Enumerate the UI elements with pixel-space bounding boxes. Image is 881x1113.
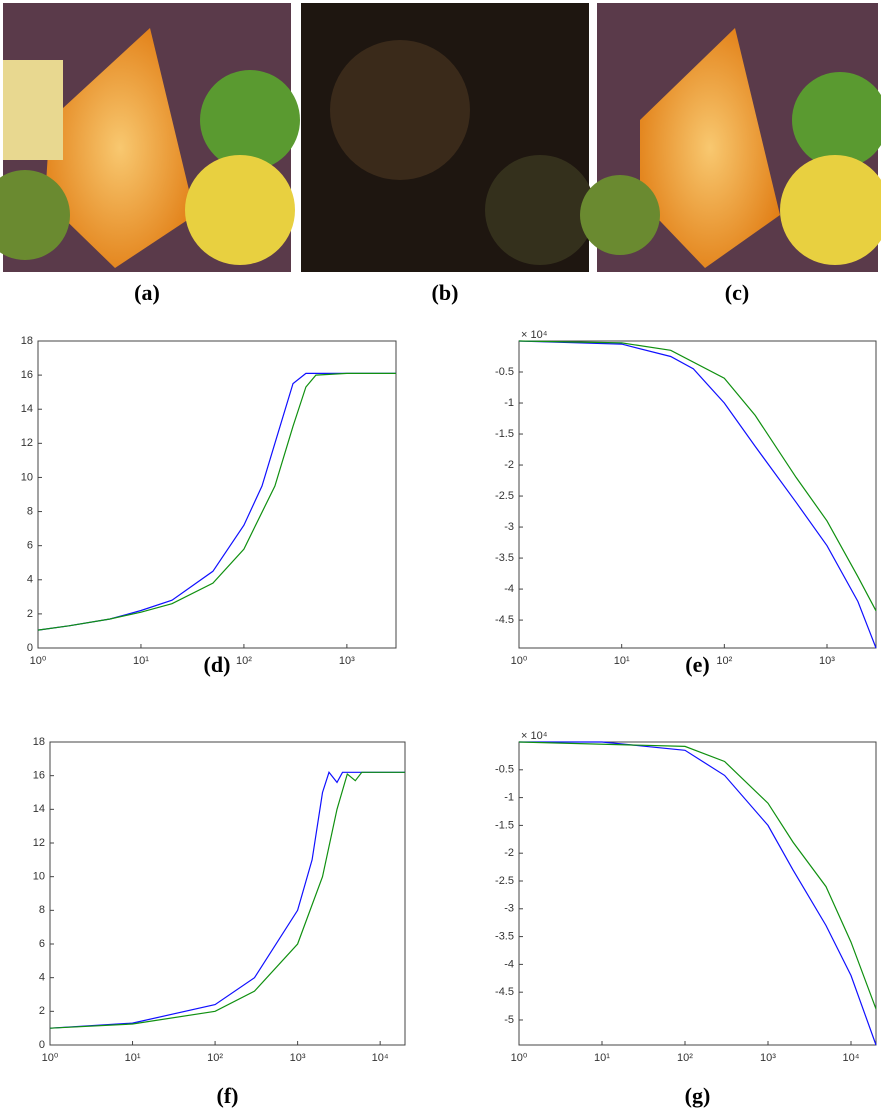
x-tick-label: 10¹ bbox=[614, 655, 630, 667]
y-tick-label: 2 bbox=[39, 1005, 45, 1017]
x-tick-label: 10⁰ bbox=[42, 1052, 59, 1064]
y-tick-label: 0 bbox=[27, 642, 33, 654]
series-line bbox=[37, 372, 396, 631]
y-tick-label: 12 bbox=[21, 437, 33, 449]
image-a bbox=[0, 3, 300, 272]
x-tick-label: 10³ bbox=[819, 655, 835, 667]
image-b bbox=[301, 3, 595, 272]
y-tick-label: 14 bbox=[21, 403, 33, 415]
caption: (a) bbox=[134, 280, 160, 305]
y-tick-label: 8 bbox=[27, 505, 33, 517]
y-tick-label: -4.5 bbox=[495, 986, 514, 998]
y-tick-label: 14 bbox=[33, 803, 45, 815]
x-tick-label: 10² bbox=[677, 1052, 693, 1064]
y-tick-label: 8 bbox=[39, 904, 45, 916]
caption: (c) bbox=[725, 280, 749, 305]
y-tick-label: -0.5 bbox=[495, 764, 514, 776]
y-tick-label: 10 bbox=[21, 471, 33, 483]
y-tick-label: -1 bbox=[504, 397, 514, 409]
caption: (g) bbox=[685, 1083, 711, 1108]
series-line bbox=[518, 340, 877, 612]
y-tick-label: 6 bbox=[27, 540, 33, 552]
y-tick-label: -1.5 bbox=[495, 428, 514, 440]
series-line bbox=[49, 771, 405, 1029]
y-tick-label: 4 bbox=[39, 972, 45, 984]
x-tick-label: 10¹ bbox=[133, 655, 149, 667]
x-tick-label: 10¹ bbox=[594, 1052, 610, 1064]
y-tick-label: 18 bbox=[21, 335, 33, 347]
y-tick-label: 18 bbox=[33, 736, 45, 748]
x-tick-label: 10⁰ bbox=[511, 655, 528, 667]
y-tick-label: 4 bbox=[27, 574, 33, 586]
y-tick-label: 12 bbox=[33, 837, 45, 849]
x-tick-label: 10³ bbox=[290, 1052, 306, 1064]
caption: (d) bbox=[204, 652, 231, 677]
plot-frame bbox=[518, 741, 877, 1046]
x-tick-label: 10⁴ bbox=[372, 1052, 389, 1064]
y-tick-label: -4 bbox=[504, 583, 514, 595]
y-tick-label: -2 bbox=[504, 459, 514, 471]
x-tick-label: 10⁰ bbox=[511, 1052, 528, 1064]
y-tick-label: -3 bbox=[504, 903, 514, 915]
y-tick-label: -1.5 bbox=[495, 819, 514, 831]
caption: (b) bbox=[432, 280, 459, 305]
x-tick-label: 10³ bbox=[760, 1052, 776, 1064]
x-tick-label: 10³ bbox=[339, 655, 355, 667]
y-tick-label: -1 bbox=[504, 792, 514, 804]
x-tick-label: 10¹ bbox=[125, 1052, 141, 1064]
y-tick-label: 0 bbox=[39, 1039, 45, 1051]
y-tick-label: -2.5 bbox=[495, 875, 514, 887]
y-tick-label: -4.5 bbox=[495, 614, 514, 626]
x-tick-label: 10⁰ bbox=[30, 655, 47, 667]
y-tick-label: -3 bbox=[504, 521, 514, 533]
y-tick-label: -2 bbox=[504, 847, 514, 859]
y-tick-label: -5 bbox=[504, 1014, 514, 1026]
y-tick-label: 10 bbox=[33, 871, 45, 883]
caption: (f) bbox=[217, 1083, 239, 1108]
x-tick-label: 10² bbox=[207, 1052, 223, 1064]
series-line bbox=[49, 771, 405, 1029]
y-tick-label: 6 bbox=[39, 938, 45, 950]
axis-multiplier: × 10⁴ bbox=[521, 329, 548, 341]
y-tick-label: 2 bbox=[27, 608, 33, 620]
y-tick-label: -3.5 bbox=[495, 930, 514, 942]
y-tick-label: -3.5 bbox=[495, 552, 514, 564]
x-tick-label: 10² bbox=[236, 655, 252, 667]
y-tick-label: 16 bbox=[21, 369, 33, 381]
plot-frame bbox=[37, 340, 397, 649]
series-line bbox=[518, 340, 877, 649]
caption: (e) bbox=[685, 652, 709, 677]
x-tick-label: 10⁴ bbox=[843, 1052, 860, 1064]
series-line bbox=[37, 372, 396, 631]
series-line bbox=[518, 741, 877, 1010]
plot-frame bbox=[518, 340, 877, 649]
plot-frame bbox=[49, 741, 406, 1046]
y-tick-label: -4 bbox=[504, 958, 514, 970]
series-line bbox=[519, 741, 877, 1046]
y-tick-label: -0.5 bbox=[495, 366, 514, 378]
axis-multiplier: × 10⁴ bbox=[521, 730, 548, 742]
y-tick-label: -2.5 bbox=[495, 490, 514, 502]
x-tick-label: 10² bbox=[716, 655, 732, 667]
image-c bbox=[580, 3, 881, 272]
y-tick-label: 16 bbox=[33, 770, 45, 782]
